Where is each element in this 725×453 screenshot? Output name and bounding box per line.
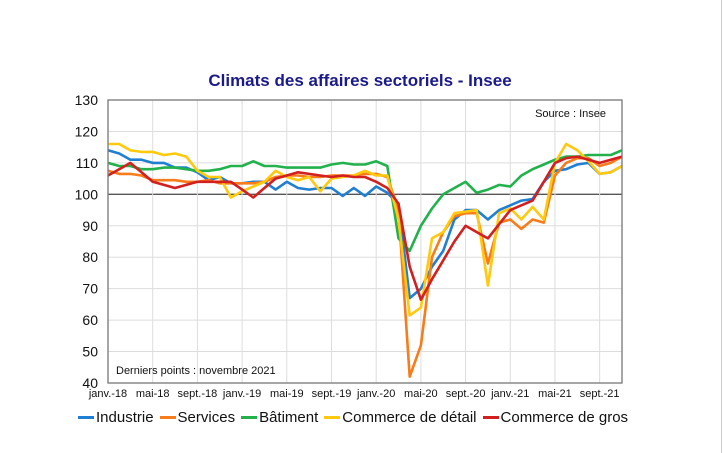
legend: Industrie Services Bâtiment Commerce de dét… (78, 409, 628, 426)
legend-item: Services (159, 409, 236, 426)
legend-swatch (78, 416, 94, 419)
series-line-services (107, 155, 623, 379)
series-line-commerce-de-gros (107, 155, 623, 302)
legend-item: Bâtiment (241, 409, 318, 426)
chart-title: Climats des affaires sectoriels - Insee (208, 71, 511, 90)
x-tick-label: sept.-20 (446, 388, 486, 400)
legend-label: Commerce de détail (342, 409, 477, 426)
x-tick-label: sept.-18 (178, 388, 218, 400)
y-tick-label: 110 (76, 155, 99, 171)
x-tick-label: janv.-19 (222, 388, 261, 400)
legend-item: Commerce de détail (324, 409, 477, 426)
x-tick-label: mai-20 (404, 388, 438, 400)
legend-item: Commerce de gros (482, 409, 629, 426)
legend-item: Industrie (78, 409, 154, 426)
series-line-bâtiment (107, 149, 623, 253)
x-tick-label: janv.-21 (490, 388, 529, 400)
legend-swatch (324, 416, 341, 419)
legend-swatch (159, 416, 176, 419)
y-axis: 40 50 60 70 80 90 100 110 120 130 (75, 92, 99, 391)
y-tick-label: 70 (82, 281, 98, 297)
y-tick-label: 50 (82, 344, 98, 360)
y-tick-label: 100 (75, 186, 99, 202)
legend-label: Commerce de gros (500, 409, 629, 426)
legend-label: Industrie (96, 409, 154, 426)
x-axis: janv.-18 mai-18 sept.-18 janv.-19 mai-19 sept… (88, 388, 620, 400)
y-tick-label: 80 (82, 249, 98, 265)
x-tick-label: mai-19 (270, 388, 304, 400)
series-lines (107, 142, 623, 379)
y-tick-label: 90 (82, 218, 98, 234)
y-tick-label: 40 (82, 375, 98, 391)
legend-swatch (482, 416, 499, 419)
x-tick-label: janv.-20 (356, 388, 395, 400)
legend-swatch (241, 416, 258, 419)
legend-label: Services (177, 409, 236, 426)
x-tick-label: sept.-21 (580, 388, 620, 400)
plot-frame (107, 99, 623, 384)
y-tick-label: 130 (75, 92, 99, 108)
source-note: Source : Insee (535, 108, 606, 120)
x-tick-label: janv.-18 (88, 388, 127, 400)
legend-label: Bâtiment (259, 409, 319, 426)
y-tick-label: 60 (82, 312, 98, 328)
grid (108, 99, 622, 384)
x-tick-label: mai-21 (538, 388, 572, 400)
series-line-industrie (107, 149, 623, 300)
x-tick-label: sept.-19 (312, 388, 352, 400)
footnote: Derniers points : novembre 2021 (116, 365, 276, 377)
y-tick-label: 120 (75, 123, 99, 139)
frame-edge (721, 0, 722, 453)
series-line-commerce-de-détail (108, 142, 623, 317)
x-tick-label: mai-18 (136, 388, 170, 400)
